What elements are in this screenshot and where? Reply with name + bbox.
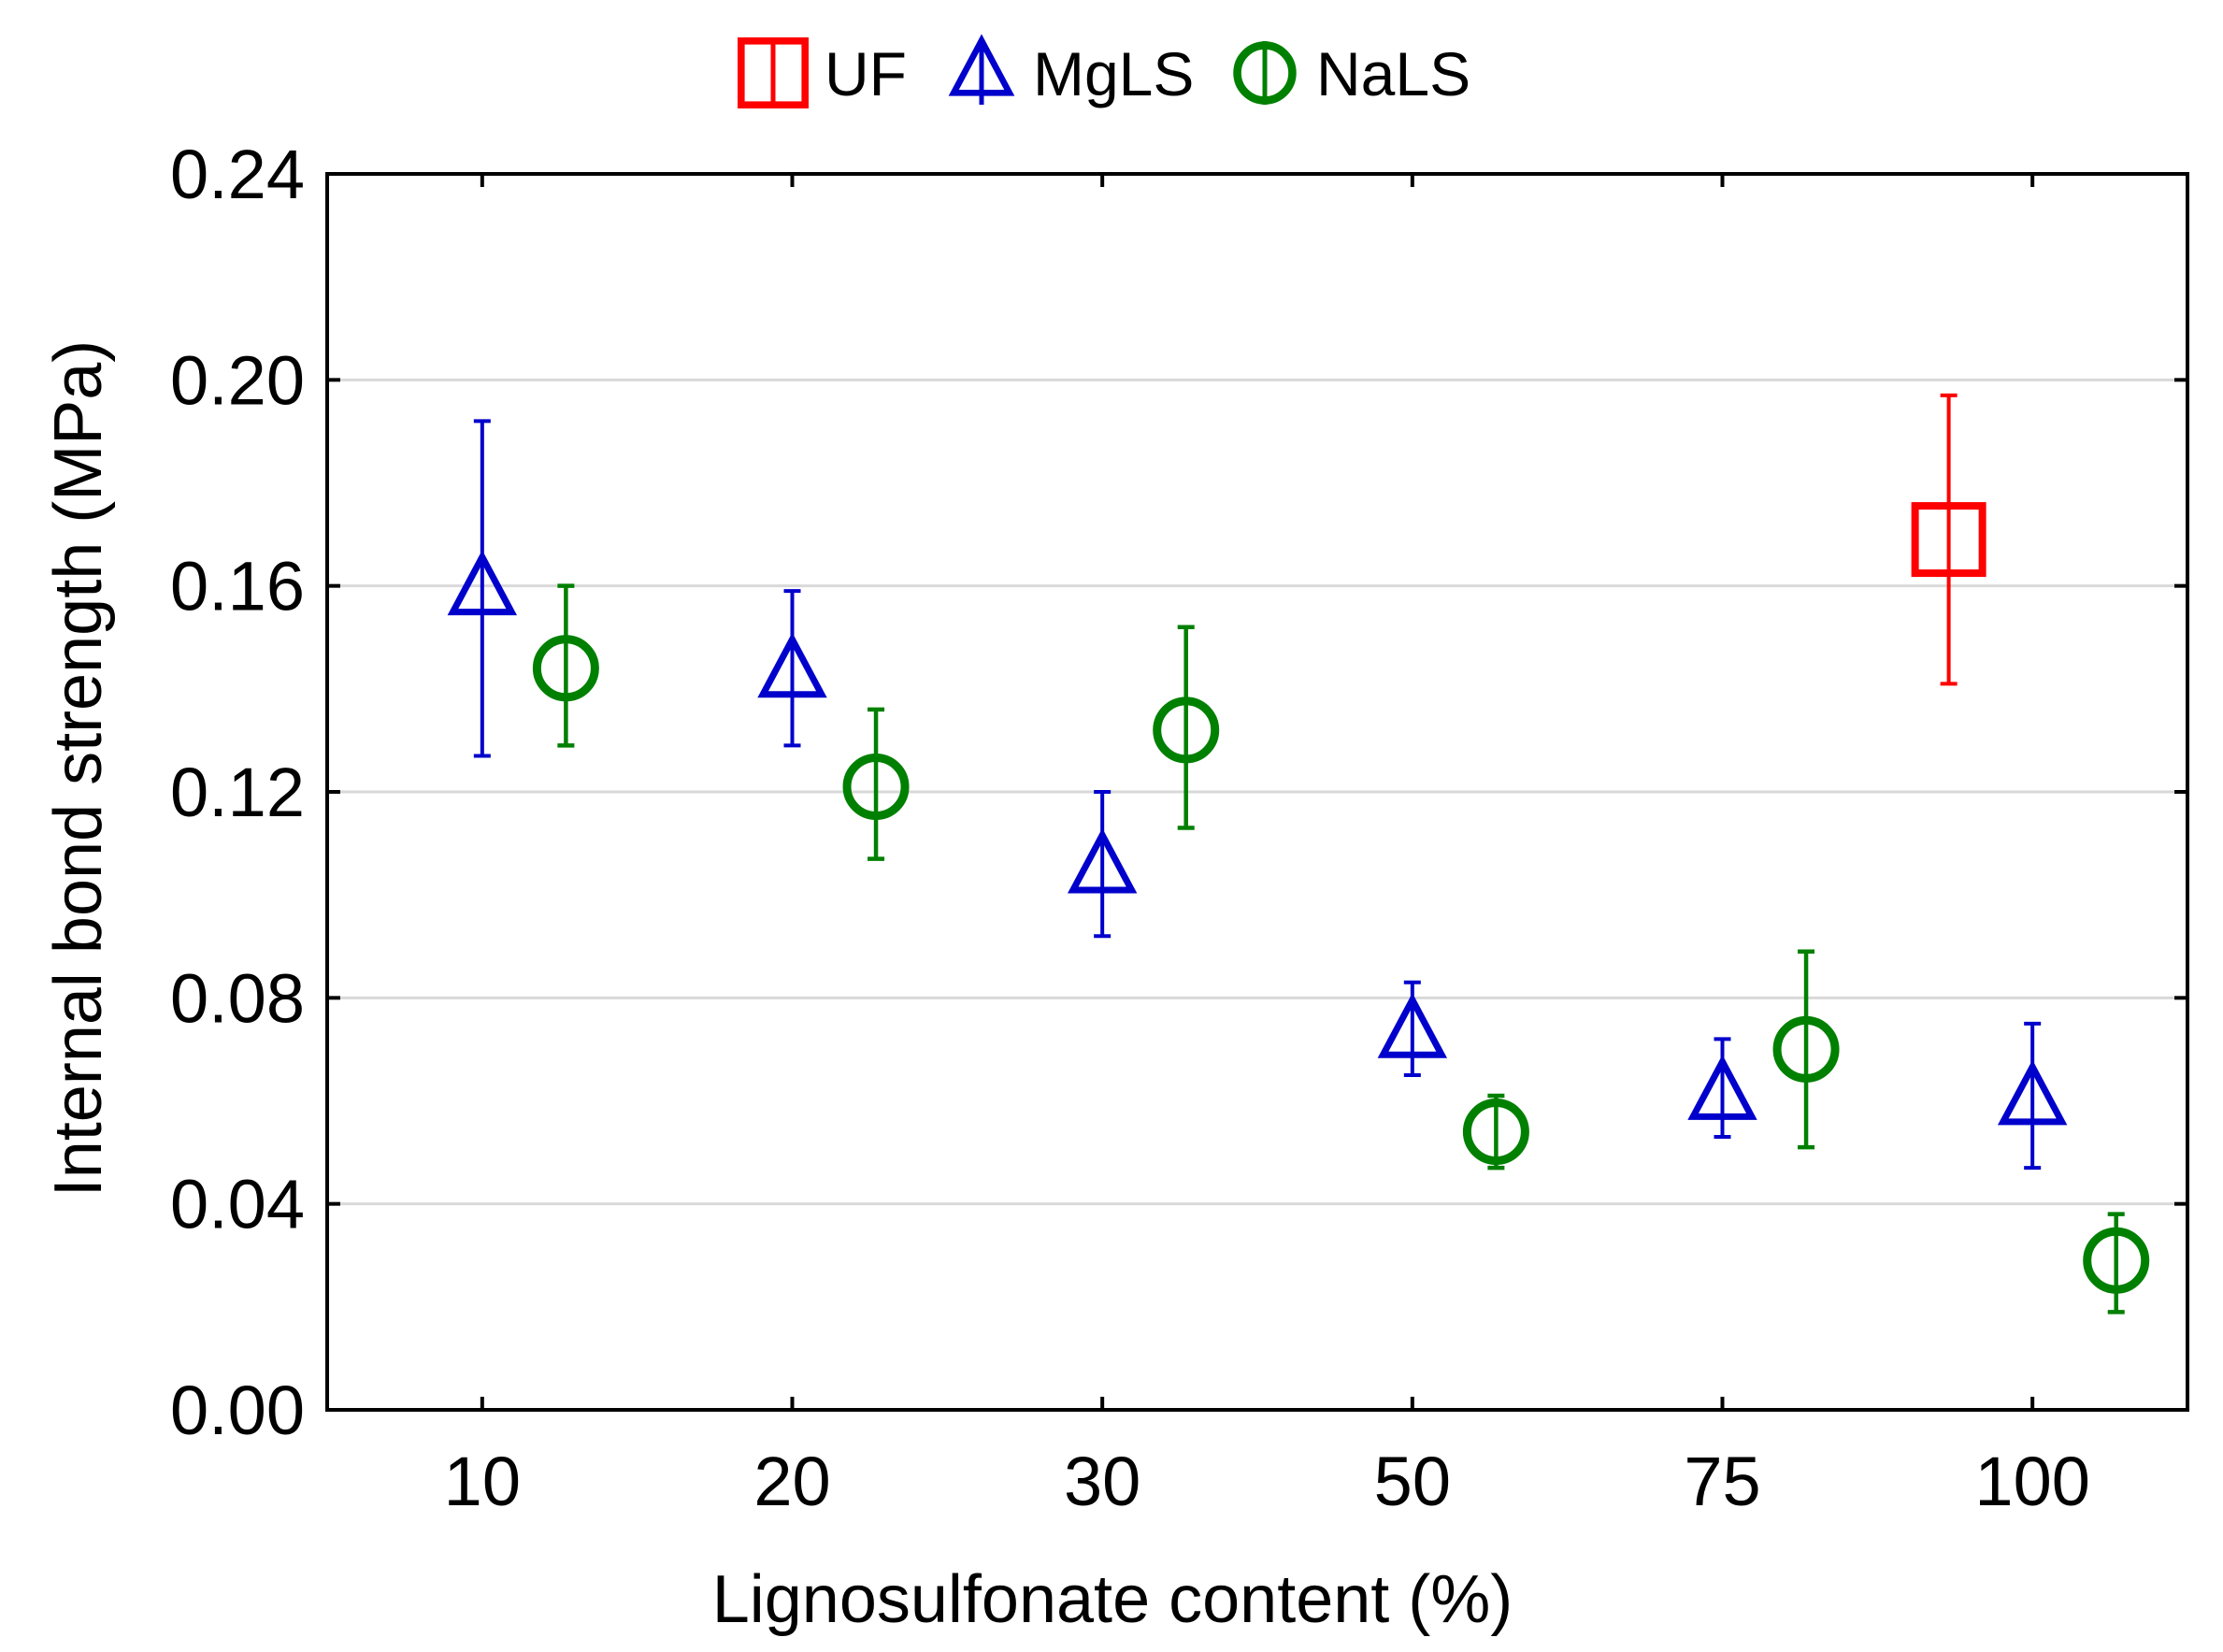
y-tick-label: 0.00 [170,1372,305,1449]
mgls-point [1067,827,1138,894]
legend-label-nals: NaLS [1316,39,1470,108]
y-axis-title: Internal bond strength (MPa) [41,340,116,1198]
y-tick-label: 0.04 [170,1166,305,1243]
legend-label-uf: UF [825,39,907,108]
mgls-point [757,632,827,698]
y-tick-label: 0.20 [170,341,305,419]
y-tick-label: 0.16 [170,548,305,625]
x-tick-label: 30 [1064,1443,1140,1520]
y-tick-label: 0.08 [170,959,305,1037]
mgls-point [447,550,518,616]
x-tick-label: 10 [444,1443,521,1520]
data-layer [447,393,2150,1314]
x-tick-label: 20 [753,1443,830,1520]
uf-point [1911,502,1986,578]
mgls-point [1377,993,1448,1058]
mgls-point [1687,1055,1757,1120]
nals-point [1462,1099,1529,1166]
nals-point [1772,1015,1840,1083]
legend: UF MgLS NaLS [737,34,1470,109]
legend-label-mgls: MgLS [1033,39,1194,108]
nals-point [842,753,910,820]
y-tick-label: 0.24 [170,136,305,213]
y-tick-label: 0.12 [170,754,305,831]
nals-point [2083,1227,2150,1294]
nals-point [1153,697,1220,764]
legend-marker-uf [737,36,809,109]
nals-point [532,635,599,702]
grid-layer [327,378,2187,1206]
x-tick-label: 50 [1374,1443,1451,1520]
mgls-point [1997,1059,2068,1126]
x-tick-label: 100 [1974,1443,2089,1520]
tick-layer: 0.00 0.04 0.08 0.12 0.16 0.20 0.24 10 20 30 50 75 10… [170,136,2187,1520]
x-tick-label: 75 [1684,1443,1760,1520]
x-axis-title: Lignosulfonate content (%) [712,1562,1513,1637]
